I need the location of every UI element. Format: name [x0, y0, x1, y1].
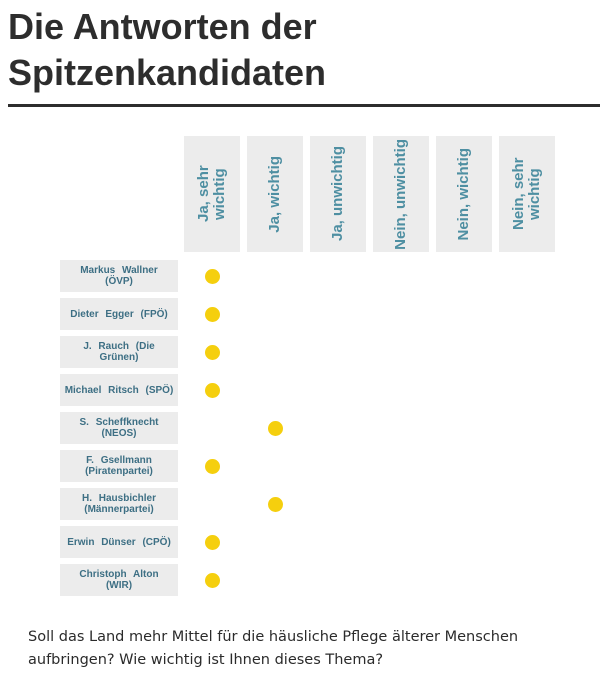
- answer-dot: [204, 458, 220, 474]
- column-header: Nein, unwichtig: [373, 136, 429, 252]
- candidate-label: Markus Wallner (ÖVP): [60, 260, 178, 292]
- page-title: Die Antworten der Spitzenkandidaten: [8, 6, 327, 93]
- answer-dot: [204, 306, 220, 322]
- candidate-label: J. Rauch (Die Grünen): [60, 336, 178, 368]
- answer-dot: [204, 534, 220, 550]
- column-header: Ja, sehr wichtig: [184, 136, 240, 252]
- column-header-label: Nein, unwichtig: [392, 138, 409, 250]
- candidate-label: Michael Ritsch (SPÖ): [60, 374, 178, 406]
- candidate-label: Erwin Dünser (CPÖ): [60, 526, 178, 558]
- column-header: Nein, wichtig: [436, 136, 492, 252]
- column-header: Ja, wichtig: [247, 136, 303, 252]
- column-header: Ja, unwichtig: [310, 136, 366, 252]
- answer-dot: [267, 496, 283, 512]
- answer-dot: [204, 382, 220, 398]
- candidate-label: Christoph Alton (WIR): [60, 564, 178, 596]
- candidate-label: S. Scheffknecht (NEOS): [60, 412, 178, 444]
- answer-dot: [204, 268, 220, 284]
- title-divider: [8, 104, 600, 107]
- candidate-label: F. Gsellmann (Piratenpartei): [60, 450, 178, 482]
- column-header-label: Ja, unwichtig: [329, 146, 346, 242]
- column-header-label: Ja, sehr wichtig: [195, 165, 228, 223]
- column-header-label: Nein, sehr wichtig: [510, 157, 543, 231]
- question-text: Soll das Land mehr Mittel für die häusli…: [28, 629, 519, 668]
- answer-dot: [267, 420, 283, 436]
- column-header: Nein, sehr wichtig: [499, 136, 555, 252]
- answer-dot: [204, 344, 220, 360]
- answer-dot: [204, 572, 220, 588]
- column-header-label: Nein, wichtig: [455, 147, 472, 241]
- candidate-label: Dieter Egger (FPÖ): [60, 298, 178, 330]
- column-header-label: Ja, wichtig: [266, 155, 283, 233]
- candidate-label: H. Hausbichler (Männerpartei): [60, 488, 178, 520]
